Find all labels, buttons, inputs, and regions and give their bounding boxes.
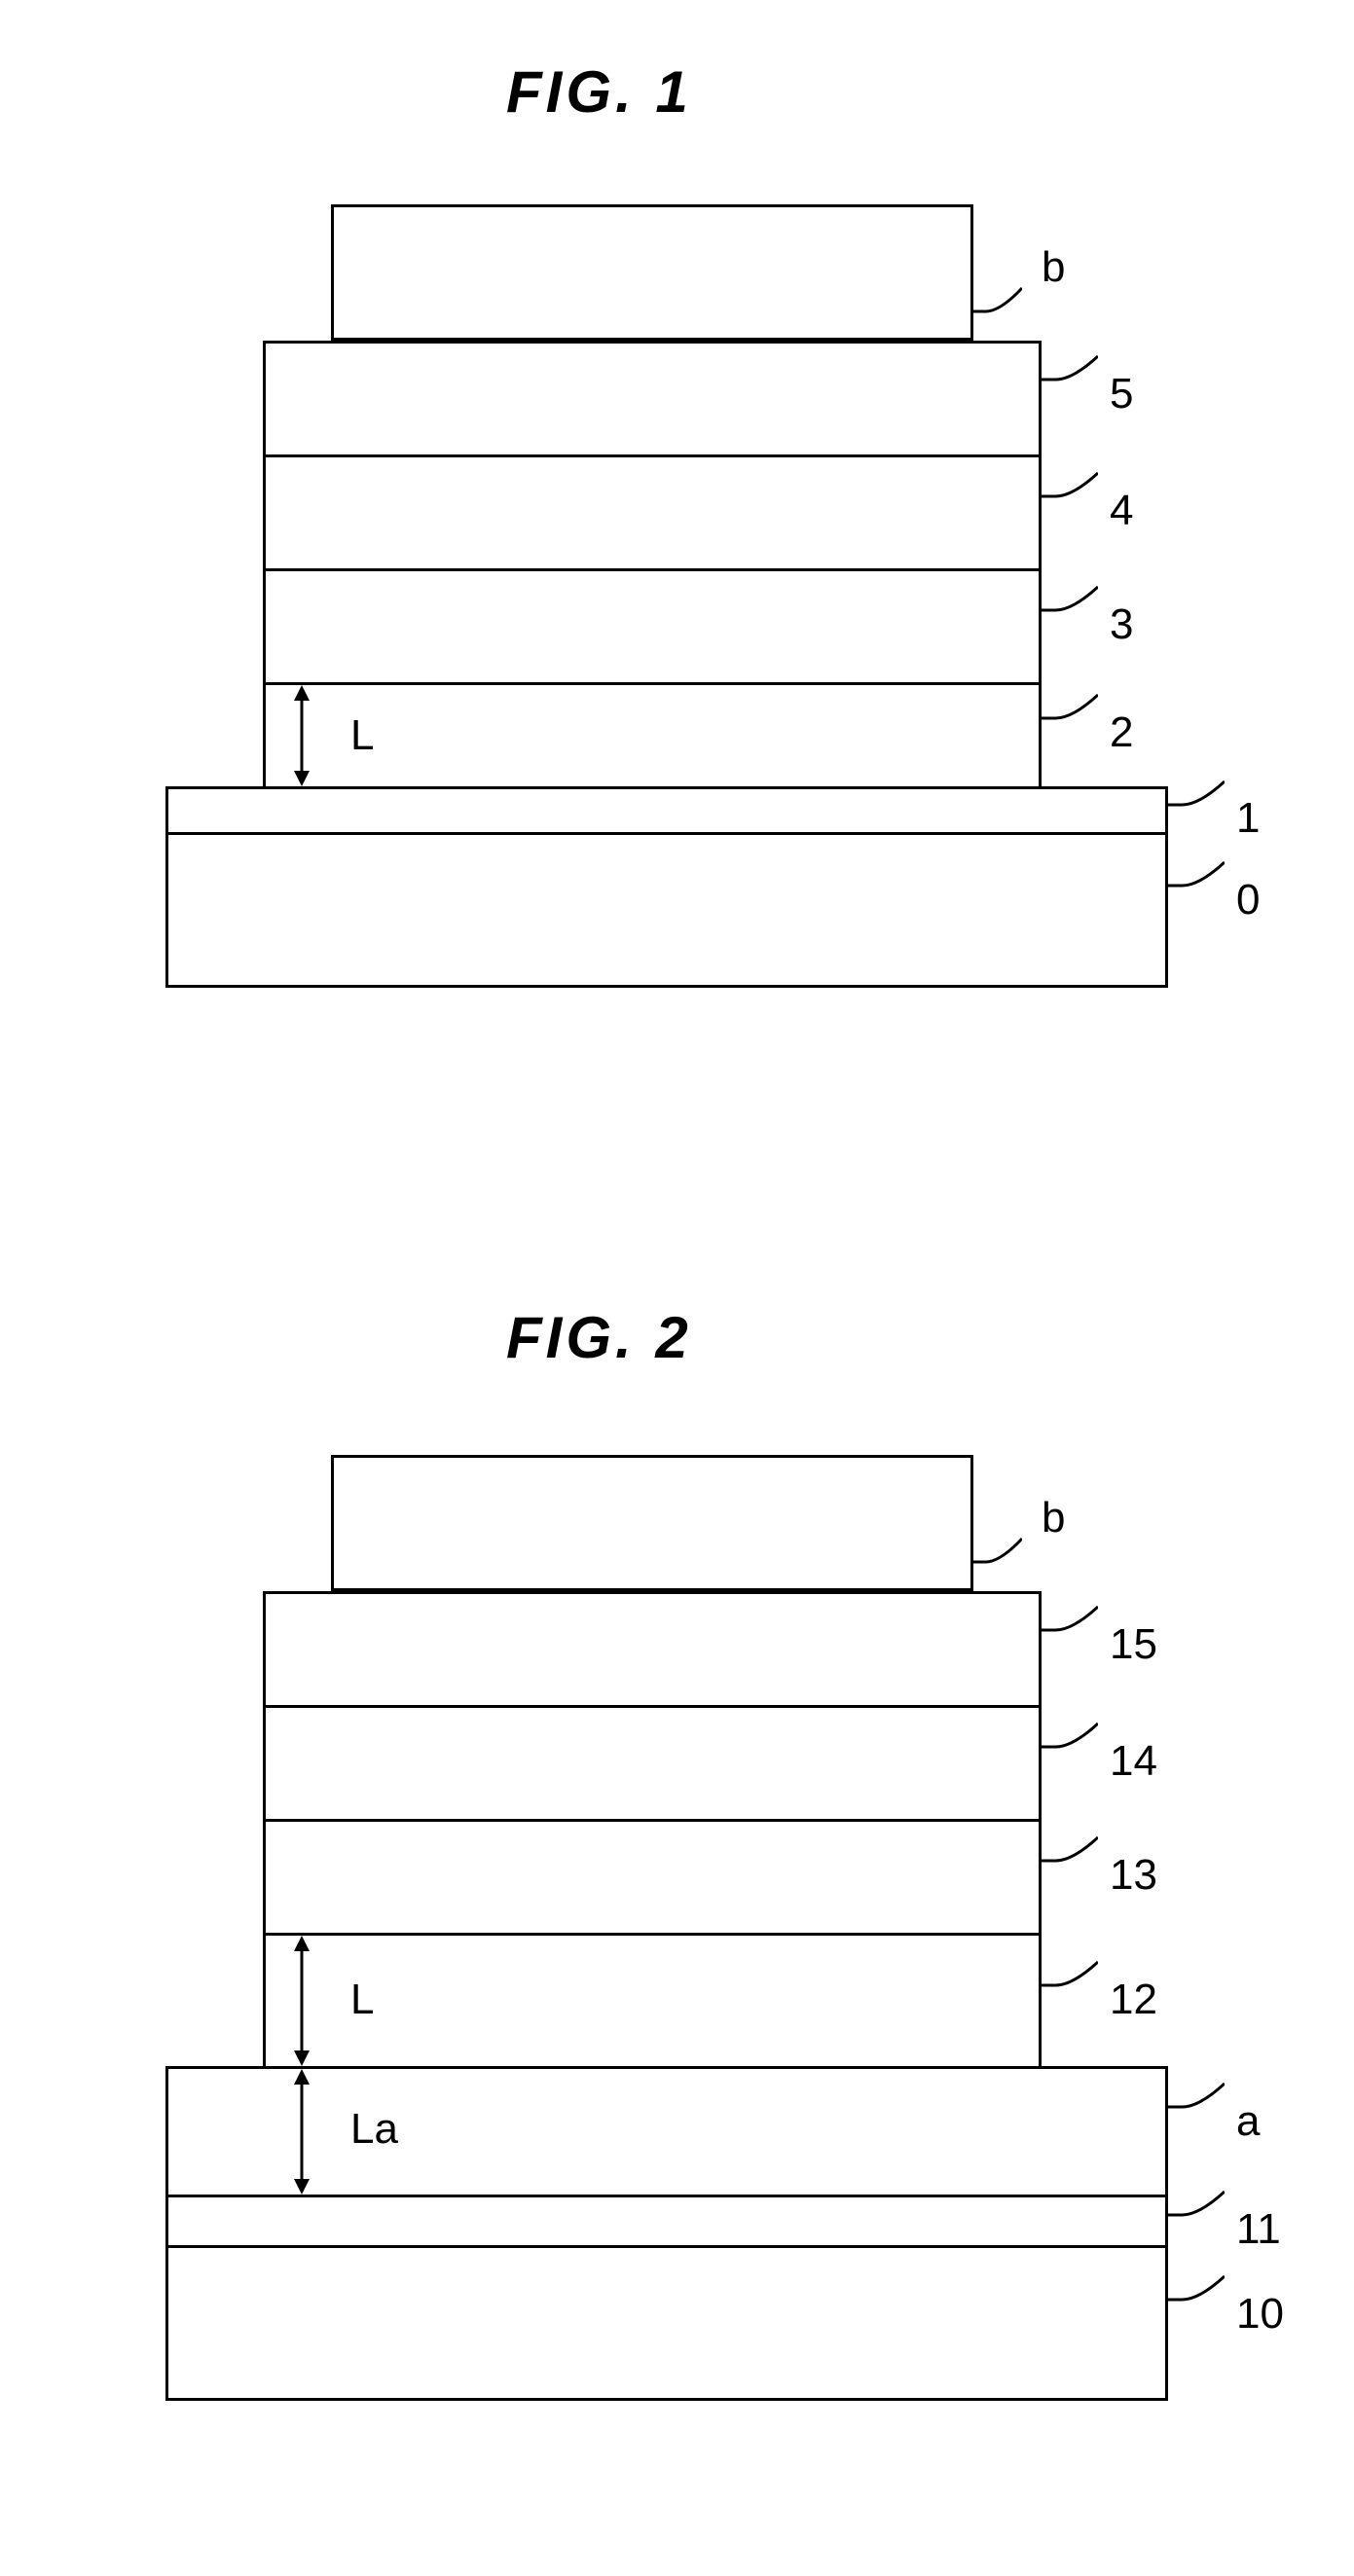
- layer-b: [331, 204, 973, 341]
- layer-14-leader: [1042, 1718, 1098, 1753]
- layer-15-label: 15: [1110, 1620, 1157, 1669]
- figure-title: FIG. 1: [506, 58, 692, 126]
- layer-4-label: 4: [1110, 487, 1133, 535]
- layer-3-leader: [1042, 581, 1098, 616]
- dim-La: [290, 2069, 313, 2195]
- dim-L: [290, 1936, 313, 2066]
- layer-11-label: 11: [1236, 2205, 1281, 2254]
- layer-11: [165, 2195, 1168, 2248]
- diagram: b 15 14 13 12 a 11 10 L La: [165, 1455, 1353, 2428]
- layer-5-label: 5: [1110, 370, 1133, 418]
- layer-b-leader: [973, 1533, 1022, 1568]
- layer-12-leader: [1042, 1956, 1098, 1991]
- layer-12: [263, 1933, 1042, 2069]
- layer-11-leader: [1168, 2186, 1225, 2221]
- layer-2-leader: [1042, 689, 1098, 724]
- diagram: b 5 4 3 2 1 0 L: [165, 204, 1353, 1178]
- layer-a-leader: [1168, 2078, 1225, 2113]
- dim-L-label: L: [350, 1976, 374, 2024]
- layer-5: [263, 341, 1042, 457]
- layer-10-leader: [1168, 2270, 1225, 2305]
- layer-a-label: a: [1236, 2097, 1260, 2146]
- layer-10-label: 10: [1236, 2290, 1284, 2339]
- layer-2-label: 2: [1110, 708, 1133, 757]
- layer-0-label: 0: [1236, 876, 1260, 925]
- layer-1: [165, 786, 1168, 835]
- layer-0: [165, 832, 1168, 988]
- figure-title: FIG. 2: [506, 1304, 692, 1371]
- layer-3: [263, 568, 1042, 685]
- page: FIG. 1b543210LFIG. 2b15141312a1110LLa: [0, 0, 1354, 2576]
- layer-1-label: 1: [1236, 794, 1260, 843]
- layer-13: [263, 1819, 1042, 1936]
- layer-15-leader: [1042, 1601, 1098, 1636]
- dim-L: [290, 685, 313, 786]
- layer-b-label: b: [1042, 243, 1065, 292]
- layer-13-label: 13: [1110, 1851, 1157, 1900]
- layer-2: [263, 682, 1042, 789]
- layer-14: [263, 1705, 1042, 1822]
- layer-4-leader: [1042, 467, 1098, 502]
- layer-14-label: 14: [1110, 1737, 1157, 1786]
- layer-13-leader: [1042, 1832, 1098, 1867]
- layer-5-leader: [1042, 350, 1098, 385]
- layer-12-label: 12: [1110, 1976, 1157, 2024]
- layer-b-leader: [973, 282, 1022, 317]
- layer-15: [263, 1591, 1042, 1708]
- layer-a: [165, 2066, 1168, 2197]
- dim-L-label: L: [350, 711, 374, 760]
- layer-1-leader: [1168, 776, 1225, 811]
- layer-3-label: 3: [1110, 600, 1133, 649]
- layer-0-leader: [1168, 856, 1225, 891]
- layer-4: [263, 454, 1042, 571]
- layer-b-label: b: [1042, 1494, 1065, 1542]
- layer-b: [331, 1455, 973, 1591]
- dim-La-label: La: [350, 2105, 398, 2154]
- layer-10: [165, 2245, 1168, 2401]
